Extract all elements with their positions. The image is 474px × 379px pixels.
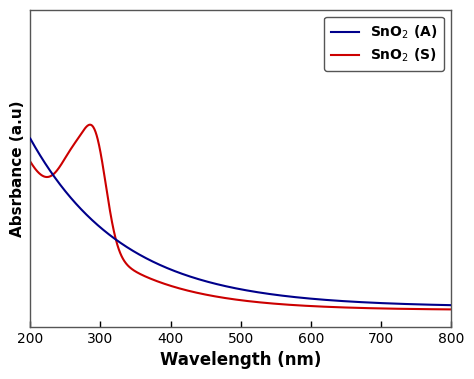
SnO$_2$ (A) — [210, 281, 216, 285]
SnO$_2$ (S) — [258, 300, 264, 305]
SnO$_2$ (A) — [257, 290, 263, 295]
SnO$_2$ (A) — [169, 268, 175, 273]
Legend: SnO$_2$ (A), SnO$_2$ (S): SnO$_2$ (A), SnO$_2$ (S) — [324, 17, 444, 71]
SnO$_2$ (A) — [98, 226, 104, 230]
X-axis label: Wavelength (nm): Wavelength (nm) — [160, 351, 321, 369]
SnO$_2$ (S) — [210, 294, 216, 298]
SnO$_2$ (A) — [448, 303, 454, 307]
SnO$_2$ (S) — [170, 284, 175, 289]
Line: SnO$_2$ (S): SnO$_2$ (S) — [30, 125, 451, 309]
SnO$_2$ (A) — [83, 212, 89, 216]
Y-axis label: Absrbance (a.u): Absrbance (a.u) — [10, 100, 25, 236]
SnO$_2$ (A) — [248, 289, 254, 293]
SnO$_2$ (S) — [27, 159, 33, 164]
Line: SnO$_2$ (A): SnO$_2$ (A) — [30, 139, 451, 305]
SnO$_2$ (S) — [249, 299, 255, 304]
SnO$_2$ (A) — [27, 136, 33, 141]
SnO$_2$ (S) — [448, 307, 454, 312]
SnO$_2$ (S) — [83, 125, 89, 129]
SnO$_2$ (S) — [99, 156, 104, 160]
SnO$_2$ (S) — [87, 122, 93, 127]
